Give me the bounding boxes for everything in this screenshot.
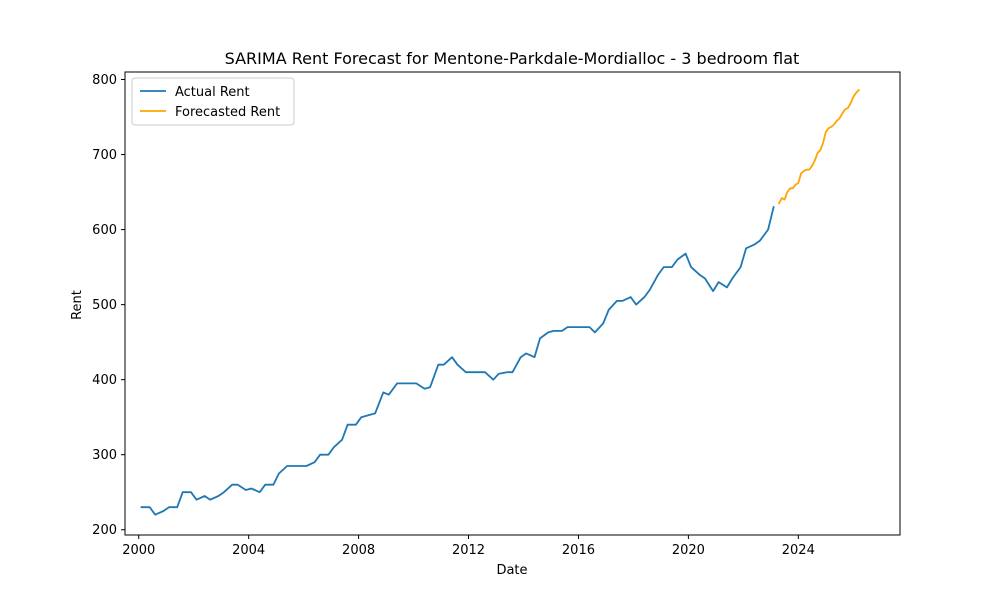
y-axis-title: Rent (70, 290, 85, 320)
x-tick-label: 2020 (672, 543, 705, 558)
y-tick-label: 700 (92, 148, 117, 163)
legend-label-2: Forecasted Rent (175, 105, 280, 120)
y-tick-label: 800 (92, 73, 117, 88)
y-tick-label: 200 (92, 523, 117, 538)
x-tick-label: 2004 (232, 543, 265, 558)
legend-box (131, 77, 295, 126)
axes-layer: 2000 2004 2008 2012 2016 2020 2024 200 300 400 500… (92, 71, 901, 558)
x-tick-label: 2000 (122, 543, 155, 558)
plot-frame (124, 71, 901, 536)
x-tick-label: 2012 (452, 543, 485, 558)
y-tick-label: 500 (92, 298, 117, 313)
series-layer (140, 88, 861, 516)
x-tick-label: 2008 (342, 543, 375, 558)
legend-label-1: Actual Rent (175, 85, 250, 100)
x-tick-label: 2024 (782, 543, 815, 558)
x-axis-title: Date (496, 563, 527, 578)
x-tick-label: 2016 (562, 543, 595, 558)
y-tick-label: 400 (92, 373, 117, 388)
chart-title: SARIMA Rent Forecast for Mentone-Parkdal… (225, 49, 800, 68)
legend: Actual Rent Forecasted Rent (131, 77, 295, 126)
y-tick-label: 300 (92, 448, 117, 463)
series-line-1 (140, 206, 775, 516)
y-tick-label: 600 (92, 223, 117, 238)
series-line-2 (777, 88, 861, 205)
